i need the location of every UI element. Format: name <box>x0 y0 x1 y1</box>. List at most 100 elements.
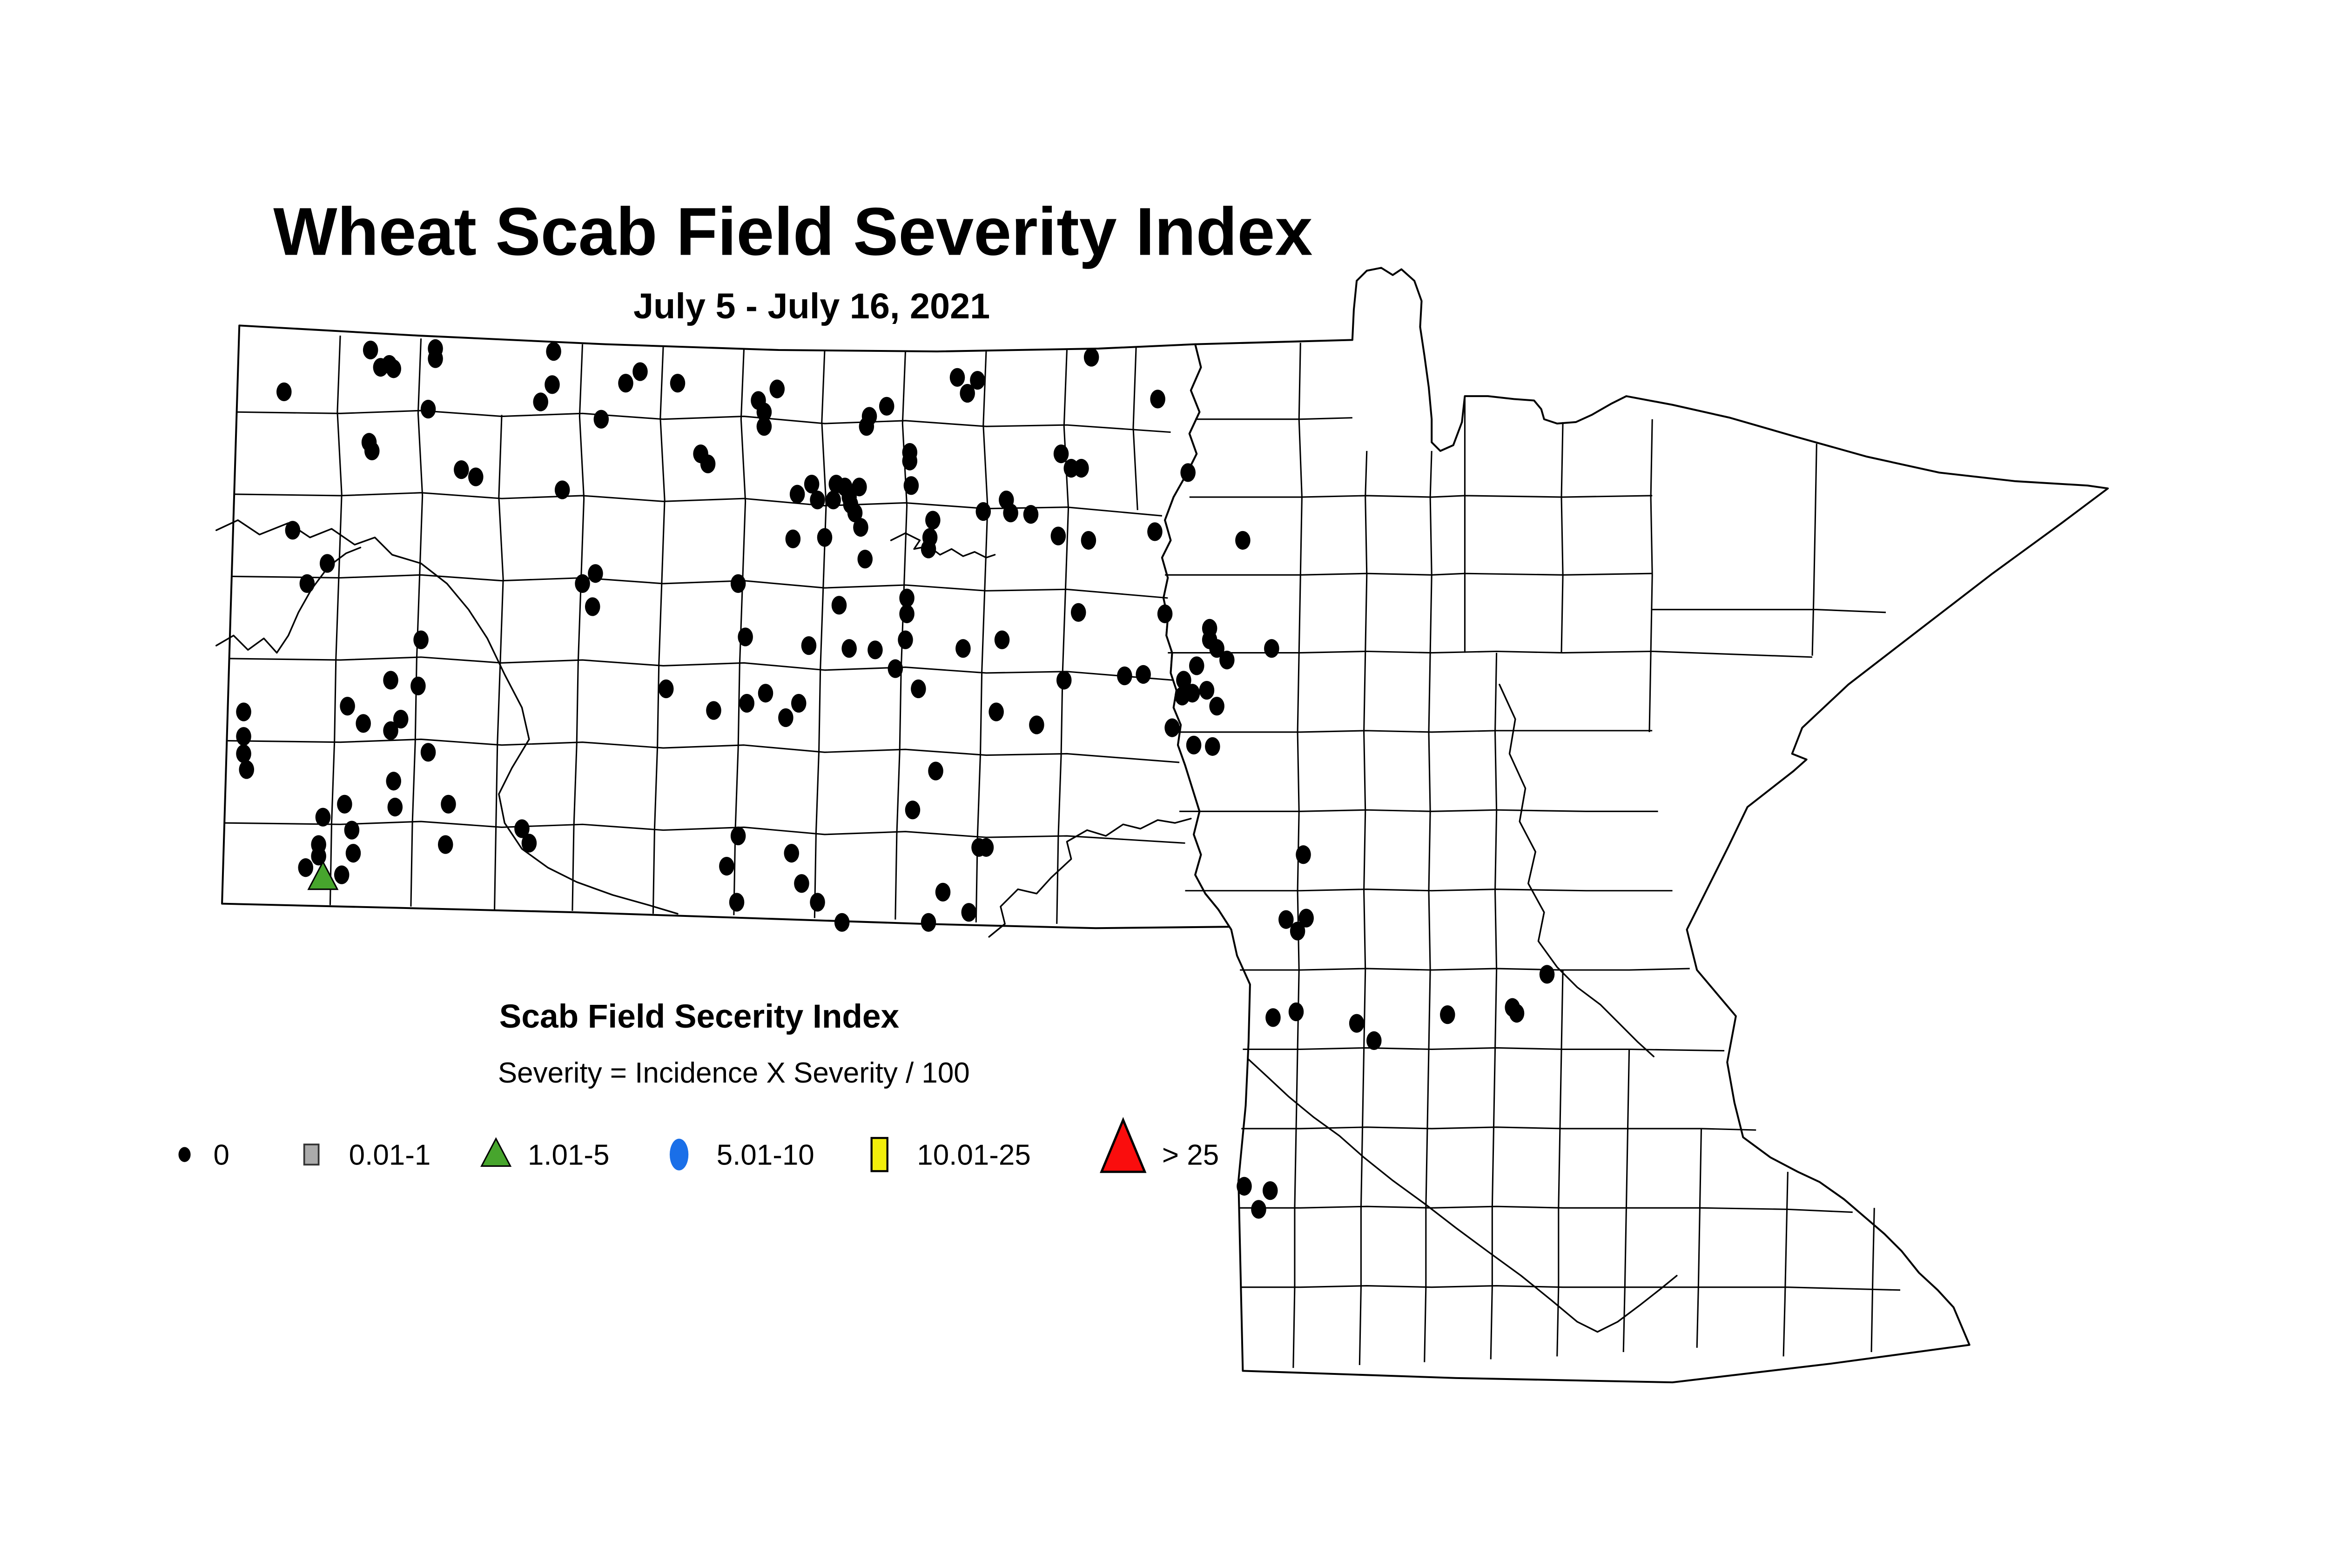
legend-symbol-circle <box>669 1138 689 1171</box>
severity-point-0 <box>311 847 326 866</box>
severity-point-0 <box>364 441 380 461</box>
severity-point-0 <box>514 819 530 838</box>
legend-label: 0.01-1 <box>349 1139 431 1171</box>
severity-point-0 <box>441 794 456 814</box>
severity-point-0 <box>1349 1014 1365 1033</box>
county-line <box>225 821 1185 844</box>
severity-point-0 <box>834 913 850 932</box>
north-dakota-outline <box>221 324 1232 929</box>
severity-point-0 <box>315 808 331 827</box>
severity-point-0 <box>344 821 360 840</box>
severity-point-0 <box>428 349 443 368</box>
severity-point-0 <box>420 743 436 762</box>
state-outlines <box>221 267 2109 1384</box>
severity-point-0 <box>593 410 609 429</box>
legend-label: 10.01-25 <box>917 1139 1031 1171</box>
severity-point-0 <box>970 370 985 390</box>
severity-point-0 <box>319 554 335 573</box>
severity-point-0 <box>738 627 753 646</box>
county-line <box>232 574 1168 599</box>
legend-item-10.01-25: 10.01-25 <box>870 1137 1031 1172</box>
severity-point-0 <box>420 399 436 419</box>
severity-point-0 <box>1366 1031 1382 1050</box>
severity-point-0 <box>899 604 915 624</box>
minnesota-outline <box>1161 267 2109 1384</box>
county-line <box>1168 650 1813 658</box>
severity-point-0 <box>1029 715 1044 734</box>
severity-point-0 <box>1180 463 1196 482</box>
severity-point-0 <box>1083 348 1099 367</box>
severity-point-0 <box>729 893 745 912</box>
county-line <box>329 335 343 905</box>
legend-item-0.01-1: 0.01-1 <box>303 1139 431 1171</box>
severity-point-0 <box>1251 1200 1266 1219</box>
severity-point-0 <box>847 503 863 523</box>
severity-point-0 <box>1209 697 1224 716</box>
severity-point-0 <box>975 502 991 521</box>
county-line <box>1359 451 1368 1365</box>
severity-point-0 <box>437 835 453 854</box>
severity-point-0 <box>658 679 674 699</box>
severity-point-0 <box>859 417 874 436</box>
severity-point-0 <box>1081 531 1096 550</box>
severity-point-0 <box>239 760 255 779</box>
severity-point-0 <box>1235 531 1251 550</box>
severity-point-0 <box>1298 908 1314 928</box>
severity-point-0 <box>1136 665 1151 684</box>
severity-point-0 <box>961 903 977 922</box>
severity-point-0 <box>911 679 926 699</box>
legend-label: > 25 <box>1162 1139 1219 1171</box>
severity-point-0 <box>1164 718 1180 737</box>
severity-point-0 <box>921 913 936 932</box>
severity-point-0 <box>334 865 350 884</box>
severity-points <box>236 339 1555 1219</box>
severity-point-0 <box>756 417 772 436</box>
severity-point-0 <box>337 794 352 814</box>
severity-point-0 <box>386 772 401 791</box>
severity-point-0 <box>810 893 825 912</box>
county-line <box>572 344 585 911</box>
severity-point-0 <box>978 838 994 857</box>
severity-point-0 <box>298 858 314 877</box>
severity-point-0 <box>618 374 633 393</box>
severity-point-0 <box>1023 505 1039 524</box>
severity-point-0 <box>1074 458 1089 478</box>
severity-point-0 <box>345 844 361 863</box>
severity-point-0 <box>810 491 825 510</box>
severity-point-0 <box>585 597 600 616</box>
legend-item-5.01-10: 5.01-10 <box>669 1138 814 1171</box>
severity-point-0 <box>386 359 401 378</box>
severity-point-0 <box>1175 686 1190 706</box>
severity-point-0 <box>1053 444 1069 464</box>
legend-symbol-triangle <box>480 1137 512 1167</box>
severity-point-0 <box>1219 650 1235 670</box>
county-line <box>1648 419 1653 733</box>
severity-point-0 <box>588 564 603 583</box>
severity-point-0 <box>928 761 943 781</box>
severity-point-0 <box>387 797 403 817</box>
severity-point-0 <box>868 640 883 660</box>
legend-item-1.01-5: 1.01-5 <box>480 1137 609 1171</box>
severity-point-0 <box>454 460 469 479</box>
severity-point-1.01-5 <box>307 860 339 890</box>
county-line <box>1243 1047 1725 1052</box>
severity-point-0 <box>898 630 913 649</box>
county-line <box>1556 970 1564 1357</box>
county-line <box>733 348 747 915</box>
severity-point-0 <box>739 693 754 713</box>
severity-point-0 <box>1262 1181 1278 1200</box>
severity-point-0 <box>1237 1177 1252 1196</box>
severity-point-0 <box>784 844 800 863</box>
severity-point-0 <box>960 384 975 403</box>
severity-point-0 <box>276 382 292 402</box>
severity-point-0 <box>804 475 820 494</box>
severity-point-0 <box>853 518 868 537</box>
legend-symbol-square <box>303 1144 320 1166</box>
county-line <box>1241 1285 1901 1291</box>
county-line <box>233 492 1163 517</box>
severity-point-0 <box>1539 965 1555 984</box>
severity-point-0 <box>935 882 951 902</box>
severity-point-0 <box>789 485 805 504</box>
severity-point-0 <box>1290 922 1305 941</box>
county-line <box>1165 572 1653 576</box>
